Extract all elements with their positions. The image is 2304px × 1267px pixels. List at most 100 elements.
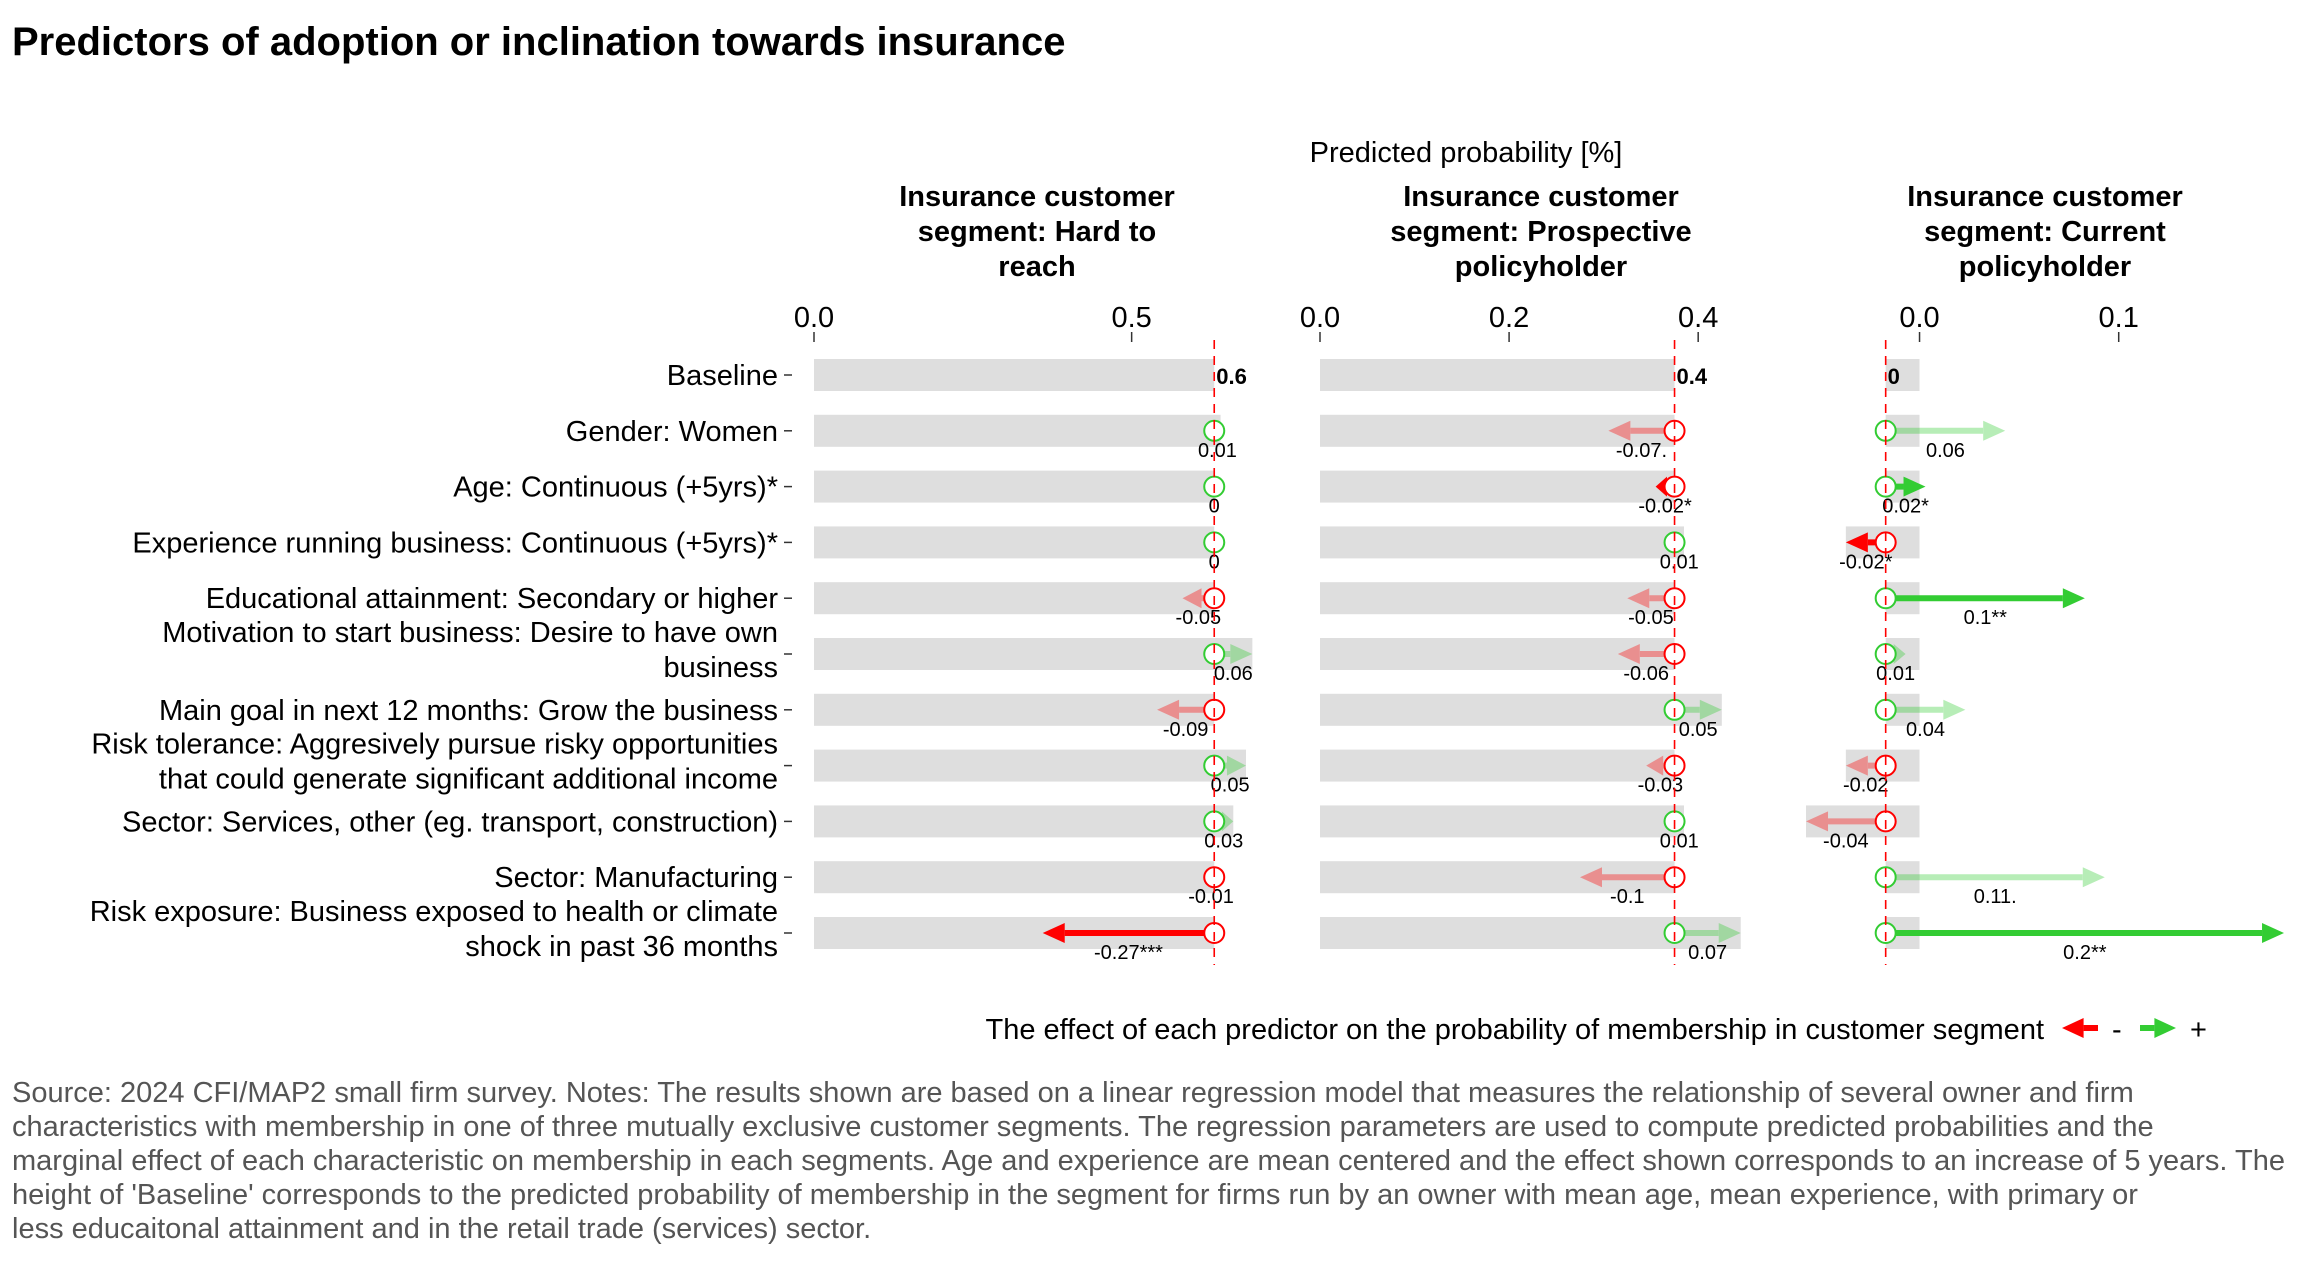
effect-bar	[814, 526, 1215, 559]
panel-title-line: Insurance customer	[1403, 181, 1679, 213]
effect-value-label: -0.02	[1843, 775, 1889, 797]
effect-value-label: -0.04	[1823, 830, 1869, 852]
baseline-value-label: 0.4	[1677, 364, 1708, 389]
legend-neg-label: -	[2112, 1014, 2122, 1046]
category-label: Risk tolerance: Aggresively pursue risky…	[91, 729, 778, 761]
effect-value-label: -0.27***	[1094, 942, 1163, 964]
effect-arrow-head	[1157, 699, 1180, 720]
effect-value-label: 0	[1209, 551, 1220, 573]
effect-value-label: -0.01	[1188, 886, 1234, 908]
note-line-4: height of 'Baseline' corresponds to the …	[12, 1179, 2138, 1211]
effect-arrow-head	[2062, 588, 2085, 609]
x-tick-label: 0.0	[1300, 302, 1340, 334]
effect-arrow	[1885, 867, 2105, 888]
effect-bar	[1320, 638, 1675, 670]
effect-bar	[814, 582, 1215, 615]
effect-arrow-head	[2262, 923, 2285, 943]
legend-pos-label: +	[2190, 1014, 2207, 1046]
legend-neg-head	[2062, 1018, 2084, 1038]
baseline-bar	[814, 359, 1215, 391]
effect-arrow-head	[1893, 644, 1906, 664]
effect-arrow-head	[1608, 420, 1631, 441]
effect-value-label: 0.11.	[1974, 886, 2017, 908]
effect-value-label: 0.04	[1906, 719, 1945, 741]
legend-negative-arrow	[2062, 1018, 2098, 1038]
category-label: Gender: Women	[566, 416, 778, 448]
effect-arrow-head	[1617, 644, 1640, 664]
effect-arrow-head	[1699, 699, 1722, 720]
legend-pos-head	[2154, 1018, 2176, 1038]
category-label: Main goal in next 12 months: Grow the bu…	[159, 695, 778, 727]
effect-bar	[1320, 805, 1684, 838]
x-tick-label: 0.1	[2099, 302, 2139, 334]
effect-arrow-head	[1221, 811, 1234, 832]
category-label: Sector: Services, other (eg. transport, …	[122, 806, 778, 838]
effect-arrow-head	[1903, 476, 1926, 497]
note-line-1: Source: 2024 CFI/MAP2 small firm survey.…	[12, 1077, 2134, 1109]
effect-bar	[1806, 805, 1920, 838]
effect-value-label: 0.06	[1926, 440, 1965, 462]
effect-arrow	[1580, 867, 1675, 888]
legend: The effect of each predictor on the prob…	[985, 1014, 2206, 1046]
effect-value-label: 0.2**	[2063, 942, 2107, 964]
effect-bar	[814, 749, 1246, 782]
chart-title: Predictors of adoption or inclination to…	[12, 20, 1065, 64]
effect-arrow-head	[1627, 588, 1650, 609]
effect-arrow-head	[1943, 699, 1966, 720]
effect-value-label: 0.01	[1876, 663, 1915, 685]
effect-bar	[814, 693, 1215, 726]
panel-title-line: policyholder	[1959, 251, 2131, 283]
panel-title-line: segment: Hard to	[918, 216, 1156, 248]
effect-value-label: 0.01	[1198, 440, 1237, 462]
effect-value-label: -0.03	[1638, 775, 1684, 797]
effect-value-label: -0.09	[1163, 719, 1209, 741]
category-label: Experience running business: Continuous …	[132, 527, 778, 559]
category-label: that could generate significant addition…	[159, 764, 778, 796]
effect-bar	[1320, 693, 1722, 726]
category-label: Baseline	[667, 360, 778, 392]
effect-bar	[814, 470, 1215, 503]
category-labels: Baseline Gender: Women Age: Continuous (+5…	[90, 360, 792, 963]
effect-value-label: 0.02*	[1882, 496, 1929, 518]
effect-value-label: 0.03	[1204, 830, 1243, 852]
note-line-3: marginal effect of each characteristic o…	[12, 1145, 2285, 1177]
effect-arrow-head	[1182, 588, 1202, 609]
effect-value-label: 0.06	[1214, 663, 1253, 685]
effect-value-label: -0.05	[1628, 607, 1674, 629]
effect-value-label: 0.07	[1688, 942, 1727, 964]
effect-value-label: 0.01	[1660, 551, 1699, 573]
effect-arrow	[1042, 923, 1215, 943]
effect-value-label: 0.05	[1211, 775, 1250, 797]
panel-title-line: reach	[998, 251, 1075, 283]
baseline-value-label: 0.6	[1216, 364, 1247, 389]
category-label: business	[664, 652, 778, 684]
panel-title-line: policyholder	[1455, 251, 1627, 283]
effect-bar	[814, 638, 1253, 670]
category-label: Sector: Manufacturing	[494, 862, 778, 894]
effect-bar	[1320, 470, 1675, 503]
category-label: Age: Continuous (+5yrs)*	[453, 472, 778, 504]
effect-bar	[1320, 526, 1684, 559]
effect-arrow-head	[1655, 476, 1667, 497]
baseline-bar	[1885, 359, 1920, 391]
legend-positive-arrow	[2140, 1018, 2176, 1038]
effect-arrow-head	[1646, 755, 1664, 776]
x-tick-label: 0.5	[1111, 302, 1151, 334]
effect-arrow-head	[1230, 644, 1253, 664]
x-tick-label: 0.0	[794, 302, 834, 334]
effect-arrow-head	[1042, 923, 1065, 943]
panel-title-line: Insurance customer	[899, 181, 1175, 213]
category-label: Educational attainment: Secondary or hig…	[206, 583, 779, 615]
effect-arrow-head	[1718, 923, 1741, 943]
category-label: shock in past 36 months	[465, 931, 778, 963]
notes: Source: 2024 CFI/MAP2 small firm survey.…	[12, 1077, 2285, 1245]
effect-bar	[1320, 414, 1675, 447]
effect-bar	[814, 861, 1215, 894]
effect-value-label: -0.02*	[1638, 496, 1692, 518]
x-tick-label: 0.2	[1489, 302, 1529, 334]
effect-value-label: -0.07.	[1616, 440, 1667, 462]
effect-value-label: -0.05	[1176, 607, 1222, 629]
